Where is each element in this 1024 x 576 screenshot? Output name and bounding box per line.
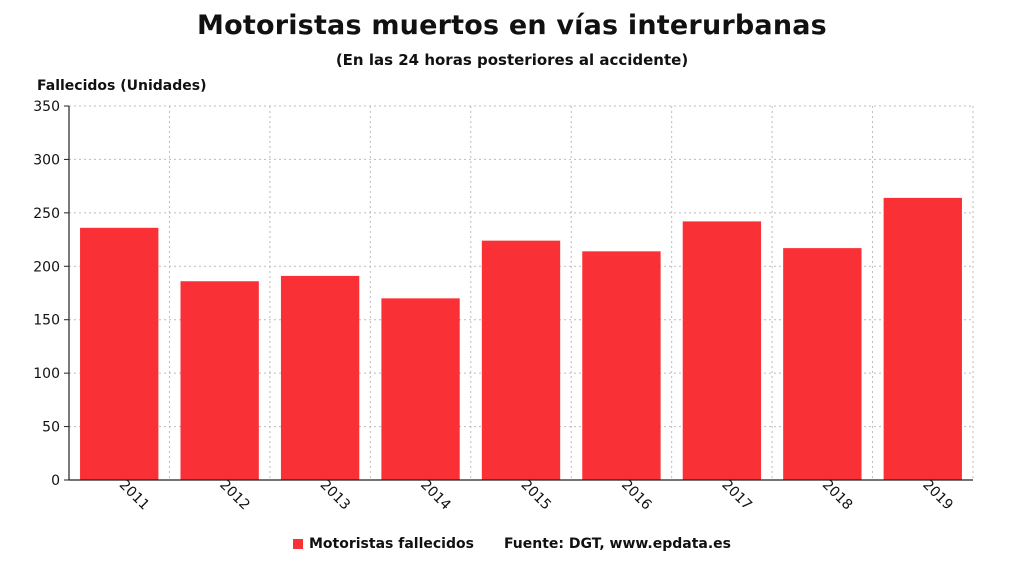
x-tick-label: 2017 <box>718 477 755 514</box>
bar <box>582 251 661 480</box>
x-tick-label: 2011 <box>116 477 153 514</box>
y-tick-label: 50 <box>42 420 60 436</box>
chart-subtitle: (En las 24 horas posteriores al accident… <box>335 51 689 69</box>
x-tick-label: 2014 <box>417 477 454 514</box>
source-note: Fuente: DGT, www.epdata.es <box>503 536 731 552</box>
x-tick-label: 2012 <box>216 477 253 514</box>
y-tick-label: 350 <box>33 99 60 115</box>
y-tick-label: 100 <box>33 366 60 382</box>
bar <box>682 221 762 481</box>
y-tick-label: 250 <box>33 206 60 222</box>
x-tick-label: 2019 <box>919 477 956 514</box>
bar <box>80 227 159 480</box>
x-tick-label: 2015 <box>518 477 555 514</box>
y-tick-label: 300 <box>33 152 60 168</box>
legend-swatch <box>292 539 303 549</box>
y-tick-label: 200 <box>33 259 60 275</box>
y-axis-title: Fallecidos (Unidades) <box>37 78 207 94</box>
bar <box>783 248 862 480</box>
legend: Motoristas fallecidos Fuente: DGT, www.e… <box>0 536 1024 552</box>
bar <box>481 240 561 480</box>
legend-series-label: Motoristas fallecidos <box>308 536 474 552</box>
y-tick-label: 150 <box>33 313 60 329</box>
bar <box>180 281 259 480</box>
chart-title: Motoristas muertos en vías interurbanas <box>197 10 827 41</box>
x-tick-label: 2013 <box>317 477 354 514</box>
x-tick-label: 2016 <box>618 477 655 514</box>
bar <box>381 298 460 480</box>
y-tick-label: 0 <box>51 473 60 489</box>
bar <box>280 275 360 480</box>
x-tick-label: 2018 <box>819 477 856 514</box>
bar <box>883 197 962 480</box>
